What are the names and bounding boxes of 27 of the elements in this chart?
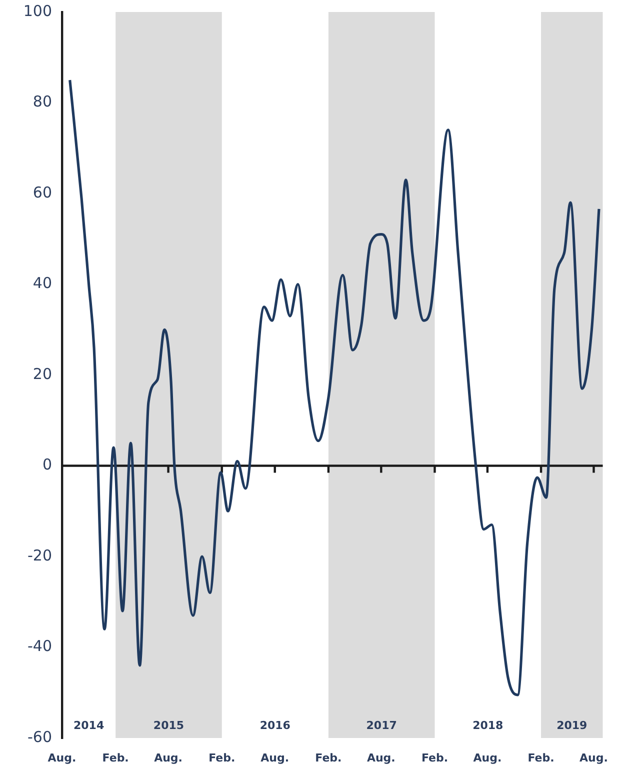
y-tick-label: 40 bbox=[32, 274, 52, 292]
y-tick-label: -20 bbox=[28, 546, 52, 564]
x-tick-label: Feb. bbox=[102, 751, 129, 764]
x-tick-label: Aug. bbox=[366, 751, 396, 764]
x-tick-label: Feb. bbox=[208, 751, 236, 764]
x-tick-label: Aug. bbox=[154, 751, 182, 764]
annotation: 2017 bbox=[366, 718, 397, 732]
annotation: 2016 bbox=[260, 718, 291, 732]
y-tick-label: -60 bbox=[28, 728, 52, 746]
y-tick-label: 20 bbox=[32, 364, 52, 383]
x-tick-label: Feb. bbox=[528, 751, 554, 764]
annotation: 2018 bbox=[472, 718, 504, 732]
y-tick-label: 0 bbox=[42, 456, 52, 474]
y-tick-label: 60 bbox=[32, 183, 52, 202]
annotation: 2019 bbox=[556, 718, 588, 732]
annotation: 2015 bbox=[153, 718, 184, 732]
x-tick-label: Aug. bbox=[260, 751, 290, 764]
x-tick-label: Feb. bbox=[421, 751, 448, 764]
y-tick-label: -40 bbox=[28, 637, 52, 656]
annotation: 2014 bbox=[73, 718, 104, 732]
x-tick-label: Aug. bbox=[580, 751, 608, 764]
y-tick-label: 80 bbox=[32, 92, 52, 111]
x-tick-label: Feb. bbox=[315, 751, 342, 764]
y-tick-label: 100 bbox=[23, 2, 52, 20]
x-tick-label: Aug. bbox=[48, 751, 76, 764]
line-series bbox=[68, 78, 600, 696]
x-tick-label: Aug. bbox=[473, 751, 502, 764]
